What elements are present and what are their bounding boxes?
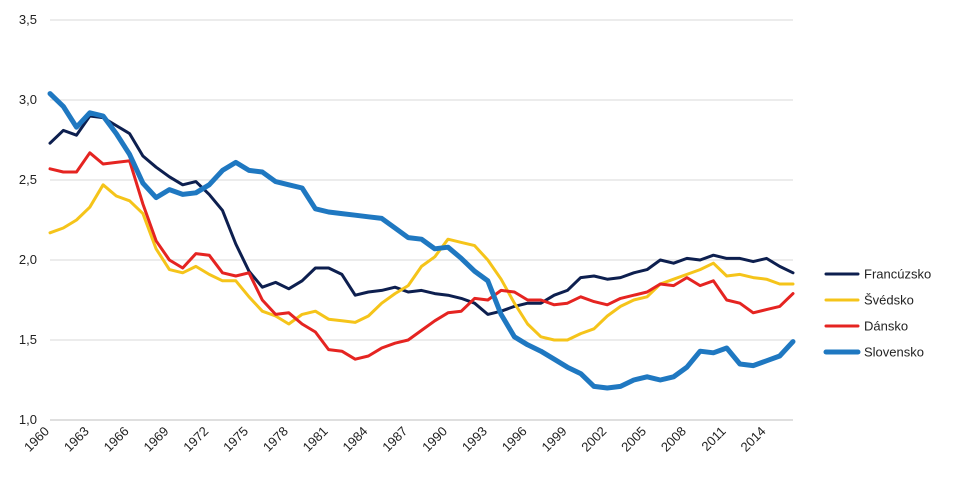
legend-label: Švédsko <box>864 293 914 308</box>
x-tick-label: 1969 <box>140 424 171 455</box>
x-tick-label: 1984 <box>339 424 370 455</box>
legend: Francúzsko Švédsko Dánsko Slovensko <box>823 267 931 360</box>
series-line-slovensko <box>47 91 796 391</box>
x-tick-label: 2011 <box>698 424 728 454</box>
x-tick-label: 1981 <box>300 424 331 455</box>
y-tick-label: 3,0 <box>19 92 37 107</box>
legend-label: Dánsko <box>864 319 908 334</box>
series-line-dansko <box>48 151 795 361</box>
series-lines <box>47 91 796 391</box>
x-tick-label: 1966 <box>101 424 132 455</box>
x-tick-label: 1996 <box>499 424 530 455</box>
x-tick-label: 2005 <box>618 424 649 455</box>
y-tick-label: 2,0 <box>19 252 37 267</box>
y-axis-tick-labels: 1,0 1,5 2,0 2,5 3,0 3,5 <box>19 12 37 427</box>
x-tick-label: 1987 <box>379 424 410 455</box>
x-tick-label: 2002 <box>578 424 609 455</box>
gridlines <box>50 19 793 341</box>
x-tick-label: 2008 <box>658 424 689 455</box>
y-tick-label: 3,5 <box>19 12 37 27</box>
x-tick-label: 1972 <box>180 424 211 455</box>
x-tick-label: 1963 <box>61 424 92 455</box>
y-tick-label: 1,5 <box>19 332 37 347</box>
x-tick-label: 1999 <box>539 424 570 455</box>
x-axis-tick-labels: 1960 1963 1966 1969 1972 1975 1978 1981 1984 1987… <box>21 424 769 455</box>
x-tick-label: 1975 <box>220 424 251 455</box>
x-tick-label: 1960 <box>21 424 52 455</box>
series-line-francuzsko <box>48 114 795 316</box>
legend-label: Francúzsko <box>864 267 931 282</box>
x-tick-label: 1990 <box>419 424 450 455</box>
x-tick-label: 1993 <box>459 424 490 455</box>
series-line-svedsko <box>48 183 795 342</box>
y-tick-label: 2,5 <box>19 172 37 187</box>
x-tick-label: 2014 <box>738 424 769 455</box>
x-tick-label: 1978 <box>260 424 291 455</box>
legend-label: Slovensko <box>864 345 924 360</box>
y-tick-label: 1,0 <box>19 412 37 427</box>
